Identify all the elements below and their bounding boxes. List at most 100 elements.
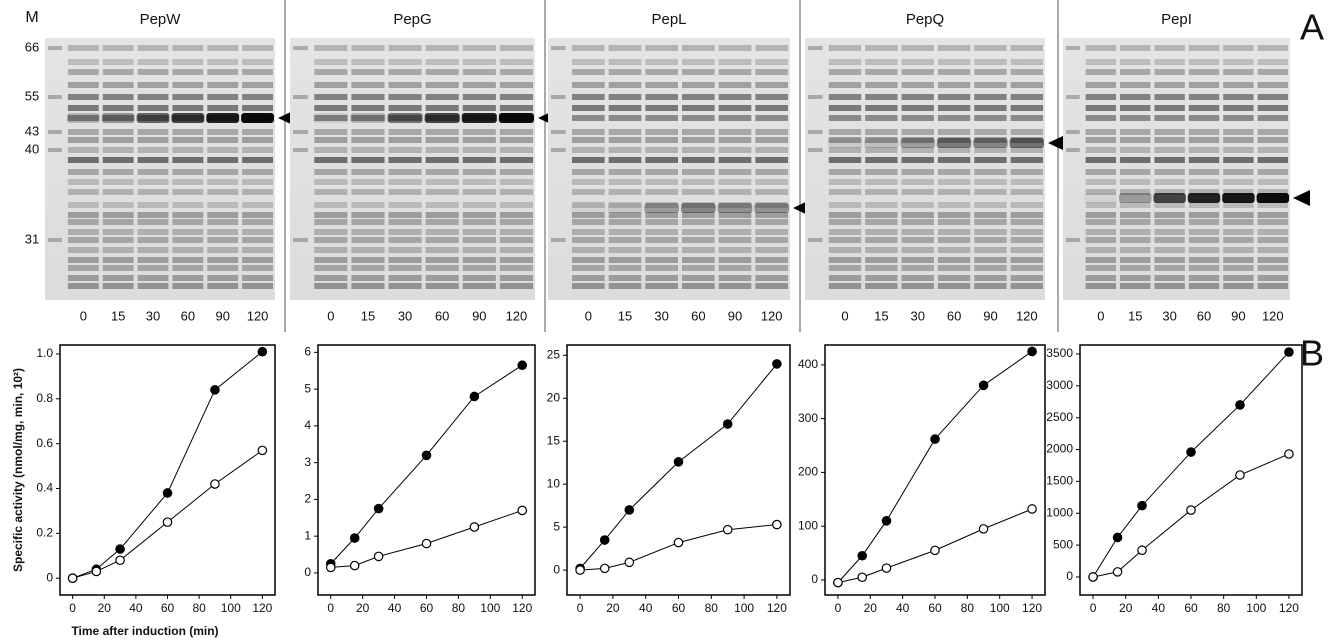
x-axis-label: Time after induction (min) (71, 624, 218, 638)
gel-band (425, 229, 459, 235)
gel-band (1188, 157, 1220, 163)
x-tick-label: 60 (161, 601, 175, 615)
gel-band (1257, 202, 1288, 208)
gel-band (682, 275, 715, 281)
gel-band (207, 275, 239, 281)
gel-band (1257, 137, 1288, 143)
gel-band (572, 82, 605, 88)
gel-band (1188, 105, 1220, 111)
gel-band (645, 129, 678, 135)
gel-band (901, 202, 934, 208)
gel-band (1085, 219, 1117, 225)
lane-label: 30 (398, 308, 412, 323)
gel-band (901, 247, 934, 253)
gel-band (102, 137, 134, 143)
data-point (373, 503, 384, 514)
gel-band (608, 179, 642, 185)
gel-band (1154, 283, 1185, 289)
gel-title: PepQ (906, 11, 944, 28)
gel-band (1188, 115, 1220, 121)
y-tick-label: 200 (798, 465, 818, 479)
x-tick-label: 60 (928, 601, 942, 615)
gel-band (1188, 189, 1220, 195)
marker-band (808, 95, 823, 99)
gel-band (572, 69, 605, 75)
y-axis-label: Specific activity (nmol/mg, min, 10²) (11, 368, 25, 572)
gel-band (1257, 129, 1288, 135)
gel-band (1188, 59, 1220, 65)
gel-band (1223, 105, 1254, 111)
gel-band (102, 169, 134, 175)
gel-band (901, 229, 934, 235)
y-tick-label: 1.0 (36, 346, 53, 360)
gel-band (351, 45, 385, 51)
gel-band (425, 275, 459, 281)
induced-band (498, 113, 534, 123)
gel-band (462, 202, 496, 208)
gel-band (901, 105, 934, 111)
lane-label: 90 (728, 308, 742, 323)
gel-band (645, 275, 678, 281)
gel-band (865, 45, 898, 51)
gel-band (645, 247, 678, 253)
gel-band (314, 265, 348, 271)
gel-band (901, 169, 934, 175)
y-tick-label: 100 (798, 518, 818, 532)
gel-band (137, 69, 169, 75)
gel-band (828, 212, 862, 218)
gel-band (1188, 169, 1220, 175)
gel-band (499, 283, 533, 289)
gel-band (1120, 179, 1151, 185)
data-point (857, 550, 868, 561)
gel-band (499, 82, 533, 88)
gel-band (937, 82, 971, 88)
gel-band (718, 212, 752, 218)
gel-band (1085, 275, 1117, 281)
gel-band (351, 129, 385, 135)
x-tick-label: 100 (990, 601, 1010, 615)
gel-band (572, 105, 605, 111)
gel-band (499, 219, 533, 225)
gel-band (314, 179, 348, 185)
lane-label: 0 (585, 308, 592, 323)
x-tick-label: 60 (672, 601, 686, 615)
gel-band (682, 115, 715, 121)
gel-band (67, 275, 99, 281)
gel-band (1120, 219, 1151, 225)
gel-band (937, 202, 971, 208)
gel-band (755, 202, 788, 208)
gel-band (682, 105, 715, 111)
gel-band (499, 275, 533, 281)
gel-band (755, 105, 788, 111)
gel-band (1257, 147, 1288, 153)
gel-band (865, 59, 898, 65)
gel-band (1257, 219, 1288, 225)
data-point (978, 524, 989, 534)
gel-band (137, 147, 169, 153)
gel-band (388, 229, 422, 235)
gel-band (1085, 69, 1117, 75)
gel-band (1085, 105, 1117, 111)
gel-band (645, 94, 678, 100)
gel-band (1120, 137, 1151, 143)
y-tick-label: 0.8 (36, 391, 53, 405)
gel-band (937, 265, 971, 271)
gel-band (137, 212, 169, 218)
x-tick-label: 40 (1152, 601, 1166, 615)
gel-band (314, 147, 348, 153)
gel-band (937, 275, 971, 281)
gel-band (572, 219, 605, 225)
gel-band (608, 82, 642, 88)
gel-band (1085, 45, 1117, 51)
gel-band (172, 129, 204, 135)
gel-band (1223, 94, 1254, 100)
gel-band (462, 69, 496, 75)
gel-band (462, 169, 496, 175)
gel-band (425, 202, 459, 208)
gel-band (1120, 129, 1151, 135)
gel-band (102, 219, 134, 225)
gel-band (1223, 157, 1254, 163)
gel-band (755, 212, 788, 218)
lane-label: 60 (1197, 308, 1211, 323)
x-tick-label: 60 (1184, 601, 1198, 615)
